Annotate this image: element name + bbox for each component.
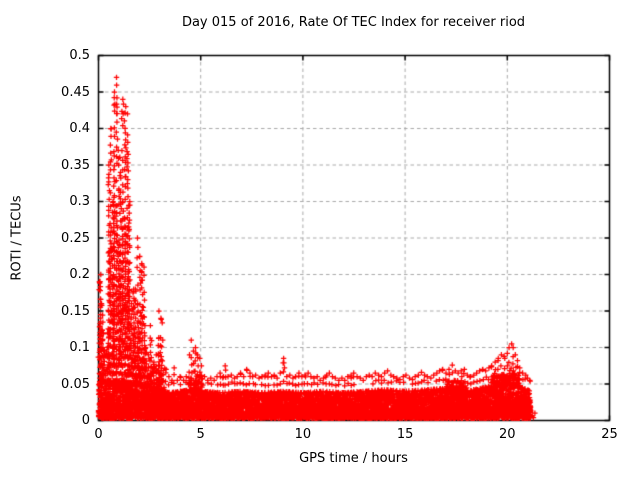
y-axis-label: ROTI / TECUs (9, 195, 25, 281)
y-tick-label: 0.15 (61, 303, 90, 319)
x-axis-label: GPS time / hours (299, 451, 408, 466)
y-tick-label: 0.3 (69, 194, 90, 209)
x-tick-label: 20 (499, 427, 516, 442)
x-tick-label: 0 (94, 427, 103, 442)
chart-title: Day 015 of 2016, Rate Of TEC Index for r… (181, 15, 526, 30)
x-tick-label: 5 (196, 427, 205, 442)
y-tick-label: 0.1 (69, 340, 90, 355)
x-tick-label: 15 (396, 427, 414, 442)
x-tick-label: 25 (601, 427, 618, 442)
x-tick-label: 10 (294, 427, 312, 442)
y-tick-label: 0.25 (61, 230, 90, 246)
y-tick-label: 0.2 (69, 267, 90, 282)
y-tick-label: 0.45 (61, 84, 90, 100)
y-tick-label: 0.4 (69, 121, 90, 136)
y-tick-label: 0 (81, 413, 90, 428)
y-tick-label: 0.05 (61, 376, 90, 392)
y-tick-label: 0.35 (61, 157, 90, 173)
y-tick-label: 0.5 (69, 48, 90, 63)
